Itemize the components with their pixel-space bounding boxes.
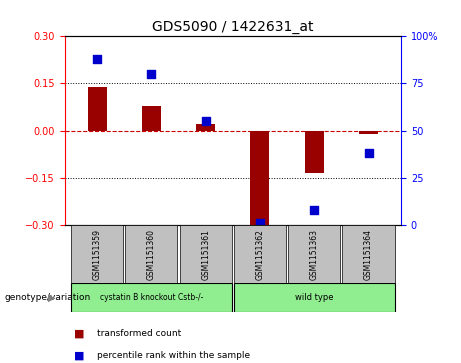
Bar bbox=[288, 225, 340, 283]
Bar bbox=[250, 131, 269, 225]
Point bbox=[256, 220, 264, 226]
Text: GSM1151364: GSM1151364 bbox=[364, 229, 373, 280]
Bar bbox=[196, 125, 215, 131]
Point bbox=[365, 150, 372, 156]
Bar bbox=[142, 106, 161, 131]
Bar bbox=[343, 225, 395, 283]
Bar bbox=[234, 225, 286, 283]
Text: GSM1151360: GSM1151360 bbox=[147, 229, 156, 280]
Text: transformed count: transformed count bbox=[97, 330, 181, 338]
Text: GSM1151362: GSM1151362 bbox=[255, 229, 265, 280]
Bar bbox=[234, 283, 395, 312]
Bar bbox=[71, 225, 123, 283]
Text: ■: ■ bbox=[74, 351, 84, 361]
Point bbox=[311, 207, 318, 213]
Text: genotype/variation: genotype/variation bbox=[5, 293, 91, 302]
Bar bbox=[71, 283, 232, 312]
Text: wild type: wild type bbox=[295, 293, 333, 302]
Bar bbox=[180, 225, 232, 283]
Text: cystatin B knockout Cstb-/-: cystatin B knockout Cstb-/- bbox=[100, 293, 203, 302]
Bar bbox=[88, 87, 106, 131]
Text: percentile rank within the sample: percentile rank within the sample bbox=[97, 351, 250, 360]
Text: ■: ■ bbox=[74, 329, 84, 339]
Text: ▶: ▶ bbox=[48, 293, 55, 303]
Bar bbox=[359, 131, 378, 134]
Point bbox=[202, 118, 209, 124]
Text: GSM1151361: GSM1151361 bbox=[201, 229, 210, 280]
Title: GDS5090 / 1422631_at: GDS5090 / 1422631_at bbox=[152, 20, 313, 34]
Bar bbox=[305, 131, 324, 173]
Text: GSM1151359: GSM1151359 bbox=[93, 229, 101, 280]
Text: GSM1151363: GSM1151363 bbox=[310, 229, 319, 280]
Point bbox=[94, 56, 101, 62]
Point bbox=[148, 71, 155, 77]
Bar bbox=[125, 225, 177, 283]
